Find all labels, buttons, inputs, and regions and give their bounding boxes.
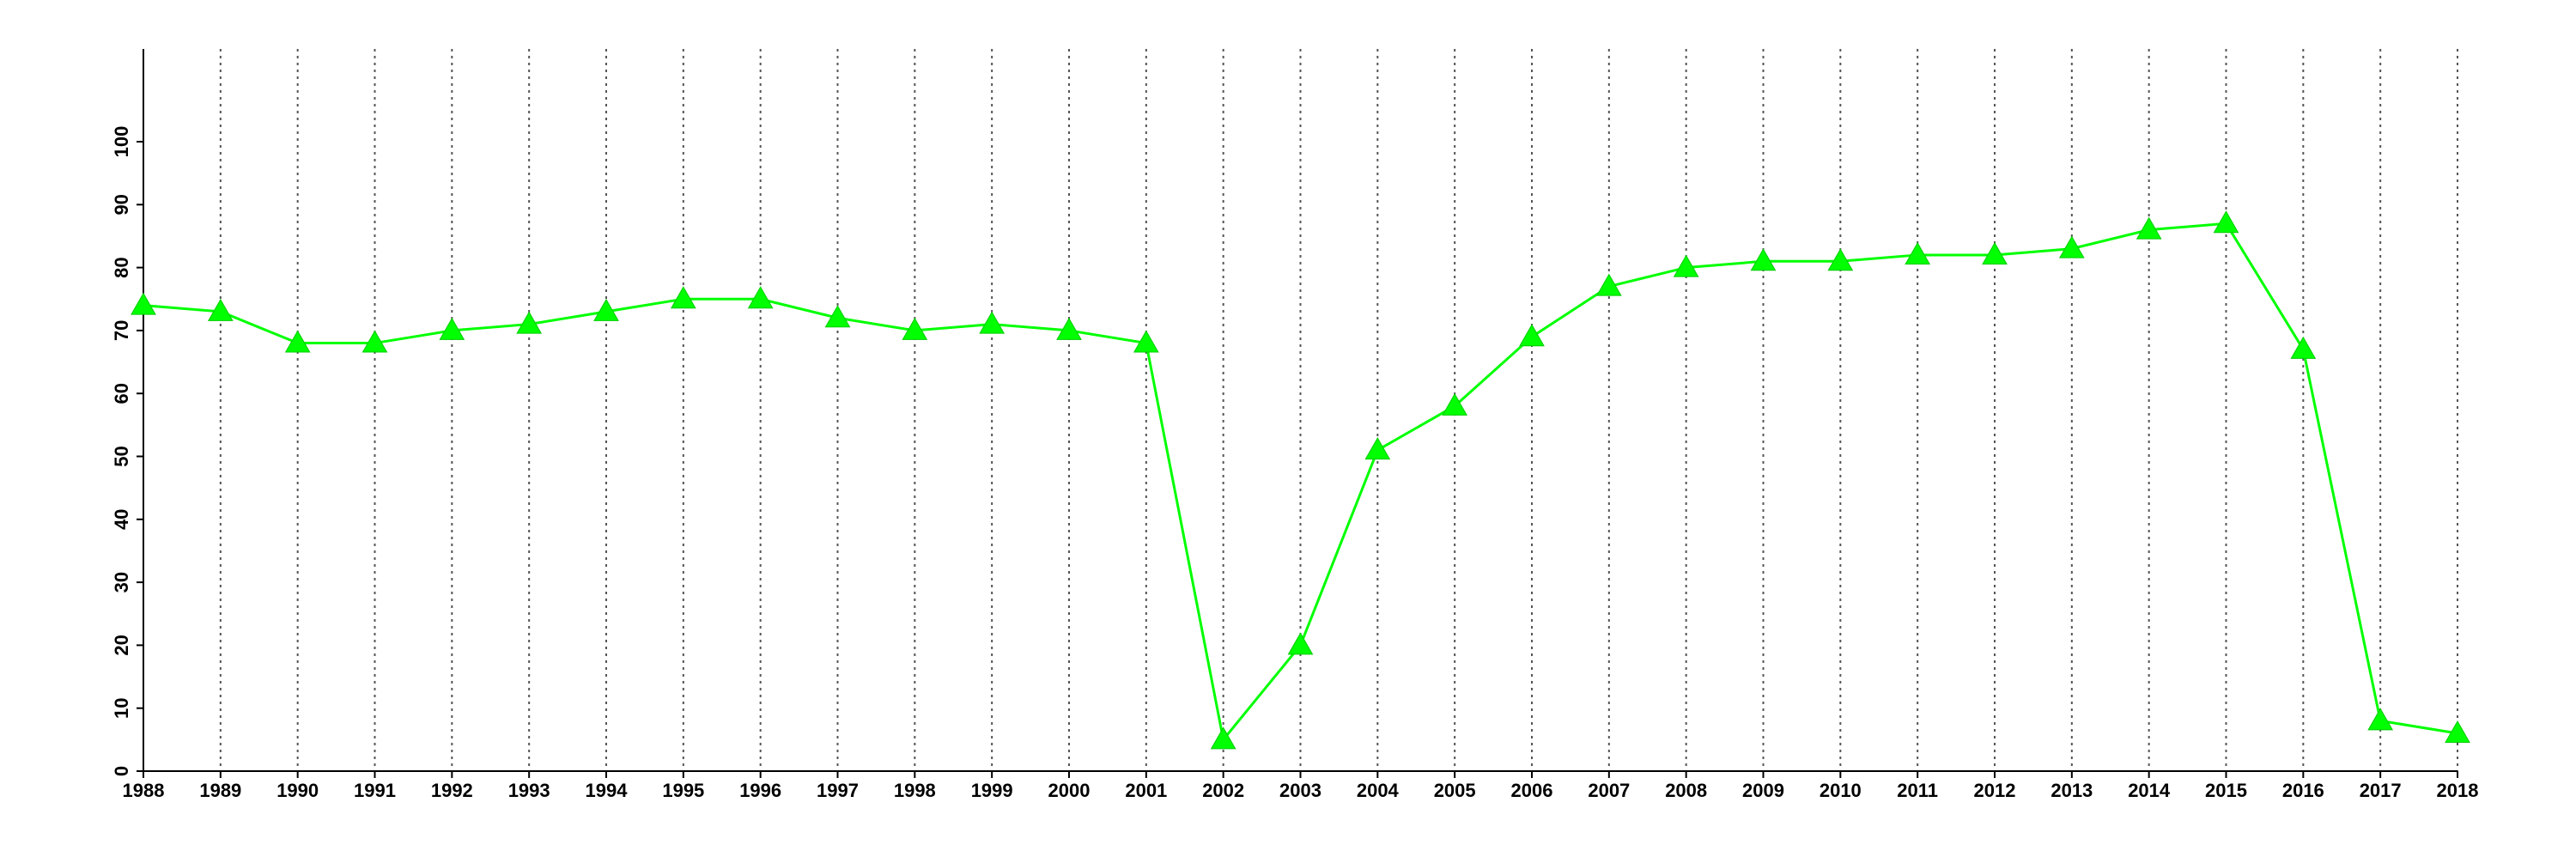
data-marker xyxy=(1210,726,1236,750)
y-tick-label: 100 xyxy=(111,126,132,158)
data-marker xyxy=(439,317,465,340)
data-marker xyxy=(902,317,928,340)
x-tick-label: 1993 xyxy=(508,780,550,801)
x-tick-label: 1990 xyxy=(276,780,319,801)
x-tick-label: 1999 xyxy=(971,780,1013,801)
x-tick-label: 1989 xyxy=(199,780,241,801)
data-marker xyxy=(131,292,156,315)
y-tick-label: 60 xyxy=(111,383,132,404)
y-tick-label: 0 xyxy=(111,766,132,776)
y-tick-label: 90 xyxy=(111,194,132,215)
data-marker xyxy=(361,330,388,353)
y-tick-label: 50 xyxy=(111,446,132,466)
data-marker xyxy=(979,311,1005,334)
x-tick-label: 2011 xyxy=(1897,780,1938,801)
x-tick-label: 2017 xyxy=(2360,780,2402,801)
data-marker xyxy=(1595,273,1622,296)
data-marker xyxy=(1905,241,1931,264)
x-tick-label: 2008 xyxy=(1665,780,1707,801)
data-marker xyxy=(284,330,311,353)
data-marker xyxy=(2058,235,2085,258)
y-tick-label: 80 xyxy=(111,257,132,277)
data-marker xyxy=(670,286,696,309)
data-marker xyxy=(1982,241,2008,264)
x-tick-label: 2002 xyxy=(1202,780,1244,801)
x-tick-label: 2010 xyxy=(1820,780,1862,801)
data-marker xyxy=(1673,254,1699,277)
x-tick-label: 2013 xyxy=(2050,780,2093,801)
data-marker xyxy=(2213,210,2239,234)
y-tick-label: 70 xyxy=(111,320,132,341)
x-tick-label: 1992 xyxy=(431,780,473,801)
x-tick-label: 1996 xyxy=(739,780,781,801)
x-tick-label: 2018 xyxy=(2437,780,2479,801)
data-marker xyxy=(824,305,851,328)
x-tick-label: 1994 xyxy=(586,780,629,801)
data-marker xyxy=(207,298,234,321)
data-marker xyxy=(2290,336,2317,359)
x-tick-label: 1995 xyxy=(662,780,704,801)
data-marker xyxy=(2445,720,2470,744)
x-tick-label: 1998 xyxy=(894,780,936,801)
data-marker xyxy=(516,311,543,334)
data-marker xyxy=(1519,324,1545,347)
x-tick-label: 2009 xyxy=(1742,780,1784,801)
x-tick-label: 2012 xyxy=(1974,780,2016,801)
data-marker xyxy=(1364,437,1391,460)
x-tick-label: 2003 xyxy=(1279,780,1321,801)
data-marker xyxy=(1287,632,1314,655)
data-marker xyxy=(1056,317,1082,340)
y-tick-label: 40 xyxy=(111,509,132,530)
x-tick-label: 1991 xyxy=(354,780,396,801)
x-tick-label: 2016 xyxy=(2282,780,2324,801)
data-marker xyxy=(1442,392,1468,416)
x-tick-label: 2006 xyxy=(1511,780,1553,801)
x-tick-label: 1997 xyxy=(817,780,859,801)
x-tick-label: 2005 xyxy=(1434,780,1476,801)
data-marker xyxy=(747,286,774,309)
y-tick-label: 20 xyxy=(111,635,132,655)
x-tick-label: 2007 xyxy=(1588,780,1630,801)
x-tick-label: 2000 xyxy=(1048,780,1091,801)
data-marker xyxy=(2367,708,2394,731)
y-tick-label: 10 xyxy=(111,697,132,718)
x-tick-label: 2015 xyxy=(2205,780,2247,801)
data-marker xyxy=(1750,248,1777,271)
x-tick-label: 2014 xyxy=(2128,780,2171,801)
data-marker xyxy=(1133,330,1159,353)
data-marker xyxy=(2136,216,2162,240)
x-tick-label: 1988 xyxy=(123,780,165,801)
x-tick-label: 2001 xyxy=(1125,780,1167,801)
y-tick-label: 30 xyxy=(111,572,132,593)
data-marker xyxy=(1827,248,1854,271)
x-tick-label: 2004 xyxy=(1357,780,1400,801)
data-marker xyxy=(593,298,619,321)
